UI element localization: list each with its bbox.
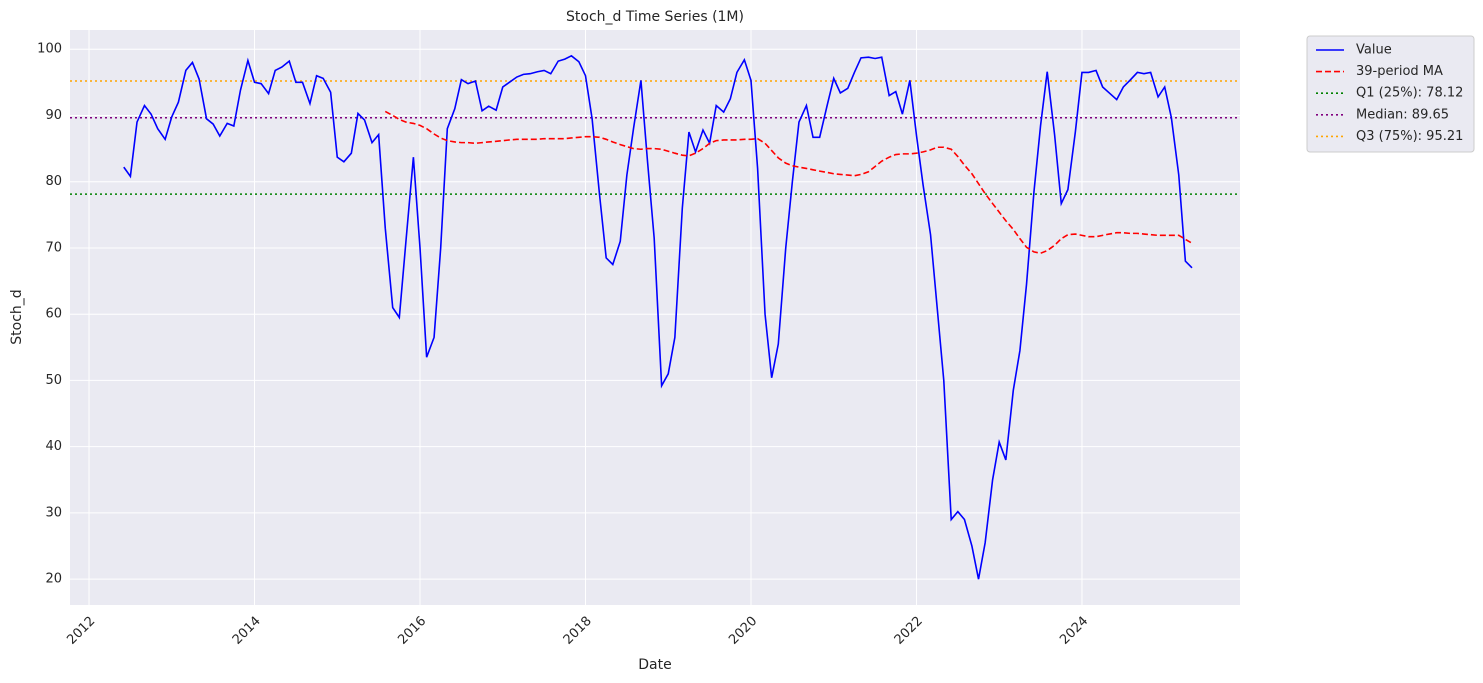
y-tick-label: 60 (45, 307, 62, 322)
plot-area (70, 30, 1240, 605)
y-tick-label: 70 (45, 240, 62, 255)
legend-label: Median: 89.65 (1356, 107, 1449, 122)
x-tick-label: 2016 (395, 614, 429, 648)
chart-title: Stoch_d Time Series (1M) (566, 9, 744, 25)
series-line (384, 110, 1193, 255)
legend-box (1306, 35, 1475, 153)
legend: Value 39-period MA Q1 (25%): 78.12 Median: … (1306, 35, 1475, 153)
y-tick-label: 30 (45, 505, 62, 520)
marks (70, 54, 1240, 580)
y-tick-label: 20 (45, 572, 62, 587)
x-tick-label: 2014 (230, 614, 264, 648)
y-tick-label: 90 (45, 108, 62, 123)
x-tick-label: 2020 (726, 614, 760, 648)
x-tick-label: 2024 (1057, 614, 1091, 648)
legend-label: Q1 (25%): 78.12 (1356, 86, 1463, 101)
x-tick-label: 2018 (561, 614, 595, 648)
y-tick-label: 50 (45, 373, 62, 388)
legend-label: Q3 (75%): 95.21 (1356, 129, 1463, 144)
y-tick-label: 100 (37, 42, 62, 57)
legend-label: 39-period MA (1356, 64, 1443, 79)
legend-label: Value (1356, 43, 1392, 58)
x-axis-label: Date (638, 657, 671, 673)
y-tick-label: 80 (45, 174, 62, 189)
series-line (123, 54, 1193, 580)
x-tick-label: 2022 (892, 614, 926, 648)
x-tick-label: 2012 (64, 614, 98, 648)
y-axis-label: Stoch_d (9, 289, 25, 344)
y-tick-label: 40 (45, 439, 62, 454)
